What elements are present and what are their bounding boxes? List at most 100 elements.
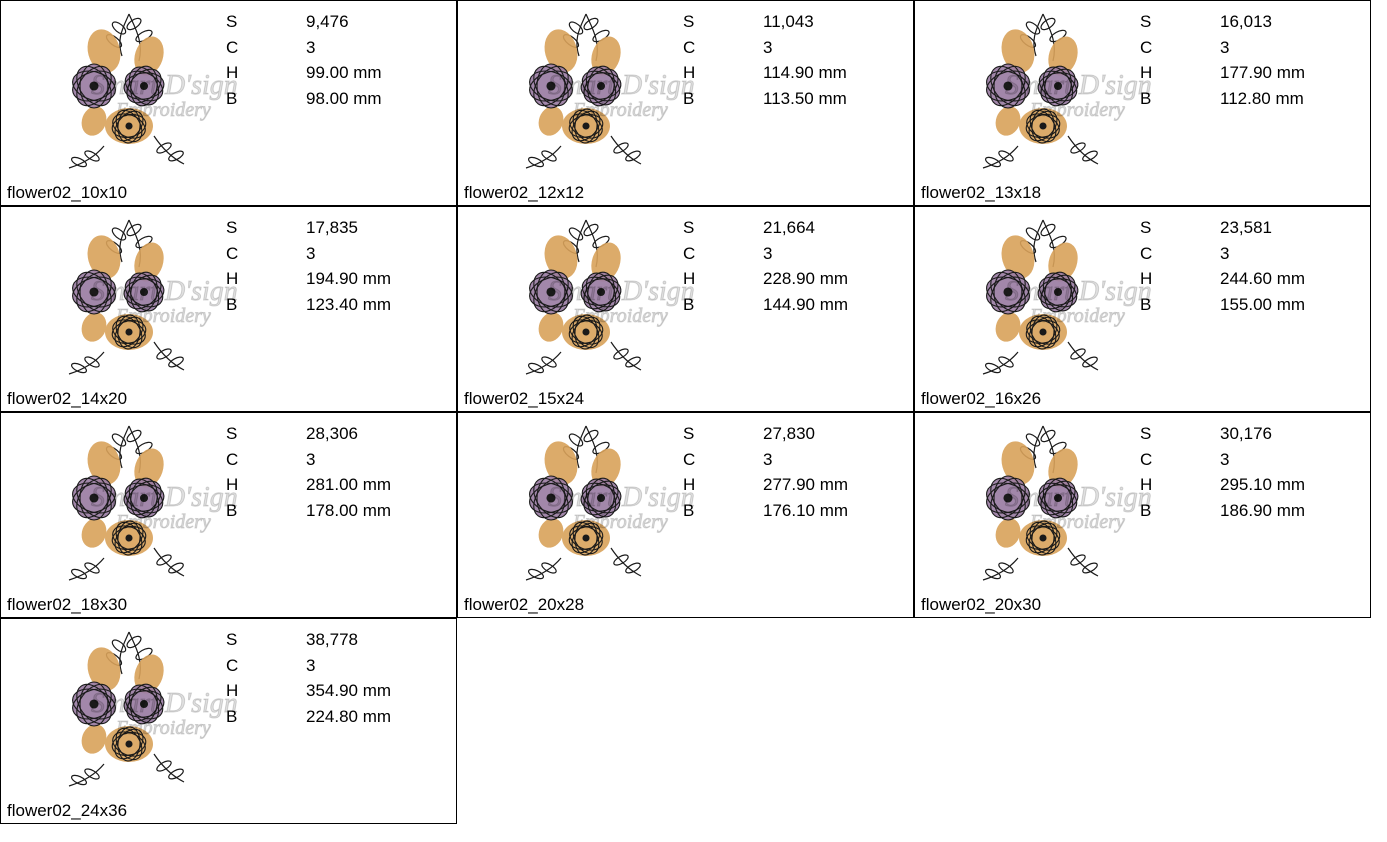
design-name-label: flower02_14x20: [1, 387, 456, 413]
stat-key-h: H: [226, 472, 306, 498]
flower-icon: [476, 212, 666, 382]
stat-val-b: 123.40 mm: [306, 292, 456, 318]
stat-key-c: C: [226, 241, 306, 267]
stats-block: S 17,835 C 3 H 194.90 mm B 123.40 mm: [226, 207, 456, 387]
stat-key-b: B: [226, 292, 306, 318]
stat-val-c: 3: [306, 447, 456, 473]
stat-key-c: C: [683, 35, 763, 61]
stat-val-h: 114.90 mm: [763, 60, 913, 86]
stats-block: S 11,043 C 3 H 114.90 mm B 113.50 mm: [683, 1, 913, 181]
stat-key-h: H: [1140, 266, 1220, 292]
stat-key-b: B: [226, 86, 306, 112]
design-cell[interactable]: Smart D'sign Embroidery S 17,835 C 3 H 1…: [0, 206, 457, 412]
stat-val-b: 224.80 mm: [306, 704, 456, 730]
stat-key-c: C: [683, 447, 763, 473]
design-name-label: flower02_18x30: [1, 593, 456, 619]
stat-key-c: C: [1140, 447, 1220, 473]
stat-key-s: S: [1140, 421, 1220, 447]
stat-key-s: S: [1140, 215, 1220, 241]
design-cell[interactable]: Smart D'sign Embroidery S 11,043 C 3 H 1…: [457, 0, 914, 206]
stat-val-b: 176.10 mm: [763, 498, 913, 524]
stat-val-h: 295.10 mm: [1220, 472, 1370, 498]
stat-key-c: C: [1140, 35, 1220, 61]
stat-key-s: S: [226, 215, 306, 241]
stat-val-h: 244.60 mm: [1220, 266, 1370, 292]
flower-icon: [933, 418, 1123, 588]
design-name-label: flower02_24x36: [1, 799, 456, 825]
stat-val-s: 9,476: [306, 9, 456, 35]
flower-icon: [19, 624, 209, 794]
flower-icon: [19, 6, 209, 176]
stat-key-b: B: [1140, 292, 1220, 318]
stats-block: S 27,830 C 3 H 277.90 mm B 176.10 mm: [683, 413, 913, 593]
stat-val-c: 3: [1220, 241, 1370, 267]
stat-key-h: H: [683, 266, 763, 292]
stat-val-b: 112.80 mm: [1220, 86, 1370, 112]
stat-val-h: 281.00 mm: [306, 472, 456, 498]
flower-icon: [19, 418, 209, 588]
stat-key-b: B: [683, 498, 763, 524]
design-name-label: flower02_20x30: [915, 593, 1370, 619]
stat-key-h: H: [226, 266, 306, 292]
stat-val-s: 28,306: [306, 421, 456, 447]
flower-icon: [933, 212, 1123, 382]
stat-val-c: 3: [306, 653, 456, 679]
stat-val-h: 277.90 mm: [763, 472, 913, 498]
stat-val-c: 3: [763, 35, 913, 61]
design-name-label: flower02_15x24: [458, 387, 913, 413]
design-name-label: flower02_20x28: [458, 593, 913, 619]
stat-key-s: S: [226, 421, 306, 447]
stats-block: S 21,664 C 3 H 228.90 mm B 144.90 mm: [683, 207, 913, 387]
stat-key-s: S: [683, 215, 763, 241]
design-cell[interactable]: Smart D'sign Embroidery S 21,664 C 3 H 2…: [457, 206, 914, 412]
stat-val-b: 144.90 mm: [763, 292, 913, 318]
stat-key-b: B: [226, 704, 306, 730]
stat-key-h: H: [683, 60, 763, 86]
stat-val-c: 3: [306, 35, 456, 61]
stat-val-s: 38,778: [306, 627, 456, 653]
design-thumbnail: [915, 207, 1140, 387]
design-cell[interactable]: Smart D'sign Embroidery S 27,830 C 3 H 2…: [457, 412, 914, 618]
stat-val-s: 30,176: [1220, 421, 1370, 447]
stat-val-c: 3: [1220, 447, 1370, 473]
design-name-label: flower02_13x18: [915, 181, 1370, 207]
stat-val-c: 3: [306, 241, 456, 267]
design-thumbnail: [915, 1, 1140, 181]
design-thumbnail: [458, 413, 683, 593]
design-thumbnail: [915, 413, 1140, 593]
stat-val-h: 177.90 mm: [1220, 60, 1370, 86]
stat-key-c: C: [226, 447, 306, 473]
design-cell[interactable]: Smart D'sign Embroidery S 30,176 C 3 H 2…: [914, 412, 1371, 618]
stat-key-c: C: [683, 241, 763, 267]
design-name-label: flower02_10x10: [1, 181, 456, 207]
stat-val-s: 16,013: [1220, 9, 1370, 35]
stats-block: S 38,778 C 3 H 354.90 mm B 224.80 mm: [226, 619, 456, 799]
stat-key-s: S: [1140, 9, 1220, 35]
stat-val-c: 3: [1220, 35, 1370, 61]
design-cell[interactable]: Smart D'sign Embroidery S 28,306 C 3 H 2…: [0, 412, 457, 618]
design-thumbnail: [1, 619, 226, 799]
stat-val-h: 194.90 mm: [306, 266, 456, 292]
flower-icon: [476, 6, 666, 176]
design-cell[interactable]: Smart D'sign Embroidery S 16,013 C 3 H 1…: [914, 0, 1371, 206]
stat-key-h: H: [1140, 472, 1220, 498]
design-cell[interactable]: Smart D'sign Embroidery S 9,476 C 3 H 99…: [0, 0, 457, 206]
design-cell[interactable]: Smart D'sign Embroidery S 38,778 C 3 H 3…: [0, 618, 457, 824]
stat-key-c: C: [226, 653, 306, 679]
stat-val-s: 21,664: [763, 215, 913, 241]
flower-icon: [476, 418, 666, 588]
stat-key-b: B: [226, 498, 306, 524]
stats-block: S 30,176 C 3 H 295.10 mm B 186.90 mm: [1140, 413, 1370, 593]
stat-val-h: 99.00 mm: [306, 60, 456, 86]
design-thumbnail: [1, 413, 226, 593]
stat-key-s: S: [226, 627, 306, 653]
stat-key-s: S: [683, 9, 763, 35]
stat-val-b: 113.50 mm: [763, 86, 913, 112]
design-cell[interactable]: Smart D'sign Embroidery S 23,581 C 3 H 2…: [914, 206, 1371, 412]
design-thumbnail: [1, 207, 226, 387]
design-thumbnail: [458, 1, 683, 181]
design-thumbnail: [1, 1, 226, 181]
stats-block: S 9,476 C 3 H 99.00 mm B 98.00 mm: [226, 1, 456, 181]
stat-key-c: C: [1140, 241, 1220, 267]
stat-key-s: S: [226, 9, 306, 35]
